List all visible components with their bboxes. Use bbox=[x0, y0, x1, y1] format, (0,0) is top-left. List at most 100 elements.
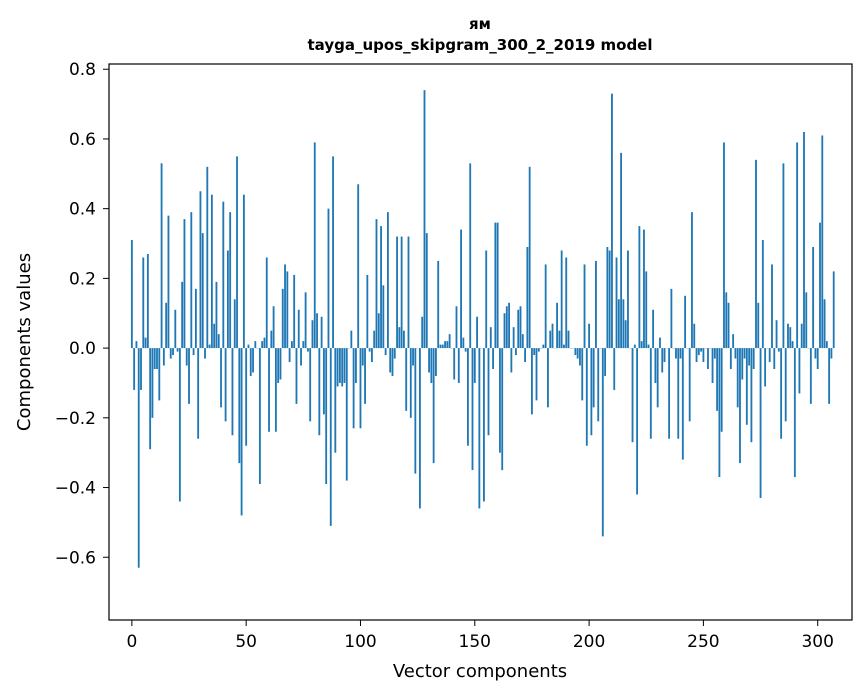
bar bbox=[382, 285, 385, 349]
bar bbox=[188, 348, 190, 404]
bar bbox=[252, 348, 254, 373]
bar bbox=[752, 348, 755, 370]
bar bbox=[279, 348, 282, 380]
bar bbox=[695, 348, 698, 363]
bar bbox=[565, 257, 568, 349]
bar bbox=[391, 348, 394, 376]
bar bbox=[286, 271, 289, 349]
bar bbox=[407, 236, 410, 349]
bar bbox=[654, 348, 657, 383]
bar bbox=[178, 348, 181, 502]
bar bbox=[688, 348, 691, 422]
bar bbox=[455, 306, 458, 349]
bar bbox=[197, 348, 200, 439]
bar bbox=[759, 348, 762, 498]
bar bbox=[764, 348, 767, 387]
bar bbox=[544, 264, 547, 349]
bar bbox=[226, 250, 229, 349]
bar bbox=[469, 163, 472, 349]
bar bbox=[727, 302, 730, 349]
bar bbox=[425, 233, 428, 349]
bar bbox=[220, 348, 222, 408]
bar bbox=[311, 320, 314, 349]
bar bbox=[732, 334, 735, 349]
bar bbox=[601, 348, 604, 537]
bar bbox=[272, 306, 275, 349]
bar bbox=[485, 250, 488, 349]
bar bbox=[156, 348, 158, 370]
bar bbox=[535, 348, 538, 401]
bar bbox=[329, 348, 332, 526]
bar bbox=[492, 348, 494, 370]
bar bbox=[615, 257, 618, 349]
bar bbox=[288, 348, 291, 363]
bar bbox=[238, 348, 241, 464]
bar bbox=[409, 348, 412, 418]
bar bbox=[158, 348, 161, 401]
bar bbox=[162, 348, 165, 366]
bar bbox=[325, 348, 328, 485]
bar bbox=[430, 348, 433, 383]
bar bbox=[739, 348, 741, 464]
bar bbox=[210, 194, 213, 349]
bar bbox=[560, 250, 563, 349]
bar bbox=[830, 348, 833, 359]
bar bbox=[460, 229, 462, 349]
y-tick-label: 0.4 bbox=[69, 200, 96, 220]
bar bbox=[373, 330, 376, 349]
bar bbox=[146, 253, 149, 349]
x-tick-label: 300 bbox=[801, 632, 833, 652]
bar bbox=[583, 264, 586, 349]
bar bbox=[437, 260, 440, 349]
bar bbox=[293, 274, 296, 349]
bar bbox=[745, 348, 748, 425]
x-tick-label: 0 bbox=[126, 632, 137, 652]
y-tick-label: −0.2 bbox=[55, 409, 96, 429]
bar bbox=[725, 292, 728, 349]
bar bbox=[448, 334, 451, 349]
bar bbox=[563, 344, 565, 349]
bar bbox=[604, 348, 607, 376]
bar bbox=[579, 348, 581, 366]
bar bbox=[528, 166, 531, 349]
x-tick-label: 250 bbox=[687, 632, 719, 652]
bar bbox=[153, 348, 156, 370]
bar bbox=[258, 348, 261, 485]
bar bbox=[816, 348, 819, 370]
bar bbox=[297, 309, 300, 349]
bar bbox=[446, 341, 449, 349]
bar bbox=[531, 348, 533, 415]
bar bbox=[208, 344, 211, 349]
y-tick-label: 0.2 bbox=[69, 269, 96, 289]
bar bbox=[274, 348, 277, 432]
bar bbox=[400, 236, 403, 349]
bar bbox=[471, 348, 474, 471]
bar bbox=[775, 320, 778, 349]
bar bbox=[736, 348, 739, 408]
bar bbox=[249, 348, 252, 376]
bar-series bbox=[130, 90, 835, 568]
bar bbox=[304, 292, 307, 349]
bar bbox=[300, 348, 302, 366]
x-tick-label: 150 bbox=[459, 632, 491, 652]
bar bbox=[423, 90, 426, 349]
y-tick-label: −0.6 bbox=[55, 548, 96, 568]
bar bbox=[771, 264, 773, 349]
bar bbox=[803, 131, 805, 349]
bar bbox=[357, 184, 360, 349]
bar bbox=[428, 348, 430, 373]
bar bbox=[478, 348, 481, 509]
bar bbox=[172, 348, 174, 356]
bar bbox=[723, 142, 725, 349]
bar bbox=[149, 348, 152, 450]
bar bbox=[809, 348, 812, 404]
bar bbox=[421, 316, 424, 349]
bar bbox=[819, 222, 821, 349]
bar bbox=[327, 208, 330, 349]
bar bbox=[370, 348, 373, 363]
bar bbox=[793, 348, 796, 478]
bar bbox=[213, 323, 216, 349]
bar bbox=[405, 348, 408, 411]
bar bbox=[487, 348, 490, 436]
